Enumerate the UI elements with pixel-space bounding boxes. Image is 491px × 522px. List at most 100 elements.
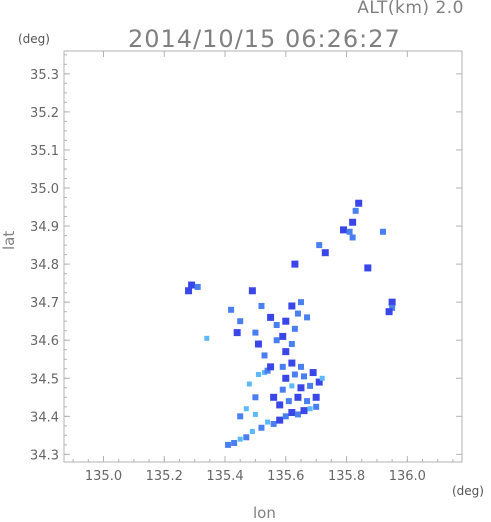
echo-cell — [252, 394, 259, 401]
x-tick-label: 135.8 — [328, 469, 365, 484]
plot-frame — [63, 50, 463, 463]
echo-cell — [254, 340, 262, 348]
echo-cell — [321, 249, 329, 257]
echo-cell — [264, 367, 271, 374]
echo-cell — [237, 413, 244, 420]
echo-cell — [288, 409, 296, 417]
echo-cell — [304, 314, 311, 321]
echo-cell — [225, 441, 232, 448]
echo-cell — [279, 332, 287, 340]
echo-cell — [273, 337, 280, 344]
echo-cell — [276, 401, 284, 409]
echo-cell — [288, 341, 295, 348]
x-tick-label: 135.2 — [146, 469, 183, 484]
x-tick-label: 136.0 — [389, 469, 426, 484]
echo-cell — [285, 398, 292, 405]
echo-cell — [301, 373, 308, 380]
echo-cell — [243, 406, 249, 412]
echo-cell — [276, 416, 284, 424]
y-tick-label: 35.0 — [30, 182, 59, 197]
echo-cell — [237, 318, 244, 325]
echo-cell — [297, 384, 305, 392]
y-tick-label: 34.4 — [30, 410, 59, 425]
echo-cell — [380, 228, 387, 235]
echo-cell — [388, 298, 396, 306]
echo-cell — [261, 352, 268, 359]
echo-cell — [246, 381, 252, 387]
echo-cell — [249, 429, 255, 435]
echo-cell — [349, 218, 357, 226]
echo-cell — [297, 363, 304, 370]
echo-cell — [255, 371, 261, 377]
echo-cell — [309, 369, 317, 377]
y-tick-label: 34.9 — [30, 220, 59, 235]
echo-cell — [346, 228, 353, 235]
echo-cell — [231, 439, 238, 446]
echo-cell — [389, 304, 396, 311]
echo-cell — [307, 406, 313, 412]
echo-cell — [258, 302, 265, 309]
axis-ticks: 135.0 135.2 135.4 135.6 135.8 136.0 34.3 34.4 34… — [30, 51, 462, 484]
echo-cell — [279, 386, 286, 393]
echo-cell — [291, 325, 298, 332]
echo-cell — [282, 317, 290, 325]
echo-cell — [282, 374, 290, 382]
echo-cell — [288, 359, 296, 367]
y-tick-label: 34.5 — [30, 372, 59, 387]
x-tick-label: 135.4 — [206, 469, 243, 484]
echo-cell — [315, 378, 323, 386]
echo-cell — [304, 398, 311, 405]
echo-cell — [265, 419, 271, 425]
y-tick-label: 35.3 — [30, 68, 59, 83]
echo-cell — [188, 281, 196, 289]
echo-cell — [258, 424, 265, 431]
y-tick-label: 34.7 — [30, 296, 59, 311]
x-axis-unit: (deg) — [452, 484, 484, 498]
echo-cell — [267, 313, 275, 321]
echo-cell — [355, 199, 363, 207]
echo-cell — [291, 371, 298, 378]
x-tick-label: 135.0 — [85, 469, 122, 484]
echo-cell — [352, 207, 359, 214]
echo-cell — [316, 242, 323, 249]
echo-cell — [294, 310, 301, 317]
echo-cell — [282, 413, 289, 420]
echo-cell — [340, 226, 348, 234]
echo-cell — [273, 322, 280, 328]
y-tick-label: 35.1 — [30, 144, 59, 159]
echo-cell — [385, 308, 393, 316]
echo-cell — [294, 393, 302, 401]
echo-cell — [204, 335, 210, 341]
echo-cell — [307, 382, 314, 389]
echo-cell — [233, 329, 241, 337]
echo-cell — [279, 363, 286, 370]
echo-cell — [267, 363, 275, 371]
echo-cell — [270, 393, 278, 401]
echo-cell — [248, 287, 256, 295]
echo-cell — [312, 393, 320, 401]
y-tick-label: 34.8 — [30, 258, 59, 273]
echo-cell — [252, 329, 259, 336]
echo-cell — [252, 411, 258, 417]
echo-cell — [228, 306, 235, 313]
echo-cell — [313, 403, 320, 410]
echo-cell — [294, 411, 301, 418]
altitude-label: ALT(km) 2.0 — [357, 0, 464, 18]
x-axis-label: lon — [253, 504, 276, 522]
y-tick-label: 35.2 — [30, 106, 59, 121]
y-tick-label: 34.3 — [30, 448, 59, 463]
y-axis-unit: (deg) — [18, 32, 50, 46]
echo-cell — [185, 287, 193, 295]
y-tick-label: 34.6 — [30, 334, 59, 349]
echo-cell — [237, 436, 243, 442]
echo-cell — [291, 260, 299, 268]
x-tick-label: 135.6 — [267, 469, 304, 484]
echo-cell — [300, 407, 308, 415]
echo-cell — [262, 370, 268, 376]
echo-cell — [282, 348, 290, 356]
echo-cell — [270, 420, 277, 427]
timestamp-title: 2014/10/15 06:26:27 — [128, 25, 401, 53]
echo-cell — [364, 264, 372, 272]
echo-cell — [297, 299, 304, 306]
